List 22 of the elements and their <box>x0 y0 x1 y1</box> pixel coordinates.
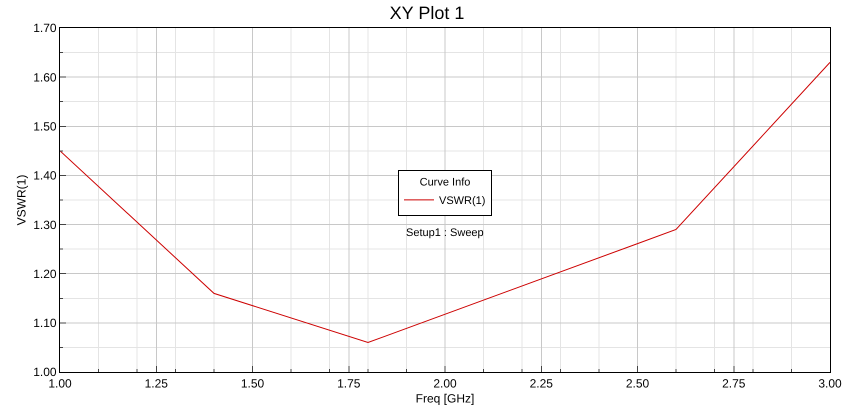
annotation: Setup1 : Sweep <box>406 227 484 239</box>
x-axis-title: Freq [GHz] <box>416 391 474 406</box>
x-tick-label: 2.25 <box>530 376 554 390</box>
y-tick-label: 1.10 <box>33 316 57 330</box>
x-tick-label: 2.50 <box>626 376 650 390</box>
chart-title: XY Plot 1 <box>390 2 464 23</box>
x-tick-label: 1.25 <box>144 376 168 390</box>
y-axis-title: VSWR(1) <box>14 174 29 226</box>
x-tick-label: 3.00 <box>818 376 842 390</box>
line-series <box>60 62 830 344</box>
x-tick-label: 1.75 <box>337 376 361 390</box>
legend-label: VSWR(1) <box>439 195 486 208</box>
y-tick-label: 1.20 <box>33 266 57 281</box>
y-tick-label: 1.70 <box>33 21 57 36</box>
y-tick-label: 1.40 <box>33 168 57 183</box>
x-tick-label: 1.50 <box>240 376 264 390</box>
y-tick-label: 1.50 <box>33 119 57 134</box>
x-tick-label: 2.75 <box>722 376 746 390</box>
y-tick-label: 1.30 <box>33 218 57 232</box>
y-tick-label: 1.60 <box>33 70 57 84</box>
x-tick-label: 2.00 <box>433 376 457 390</box>
legend-title: Curve Info <box>420 176 470 188</box>
